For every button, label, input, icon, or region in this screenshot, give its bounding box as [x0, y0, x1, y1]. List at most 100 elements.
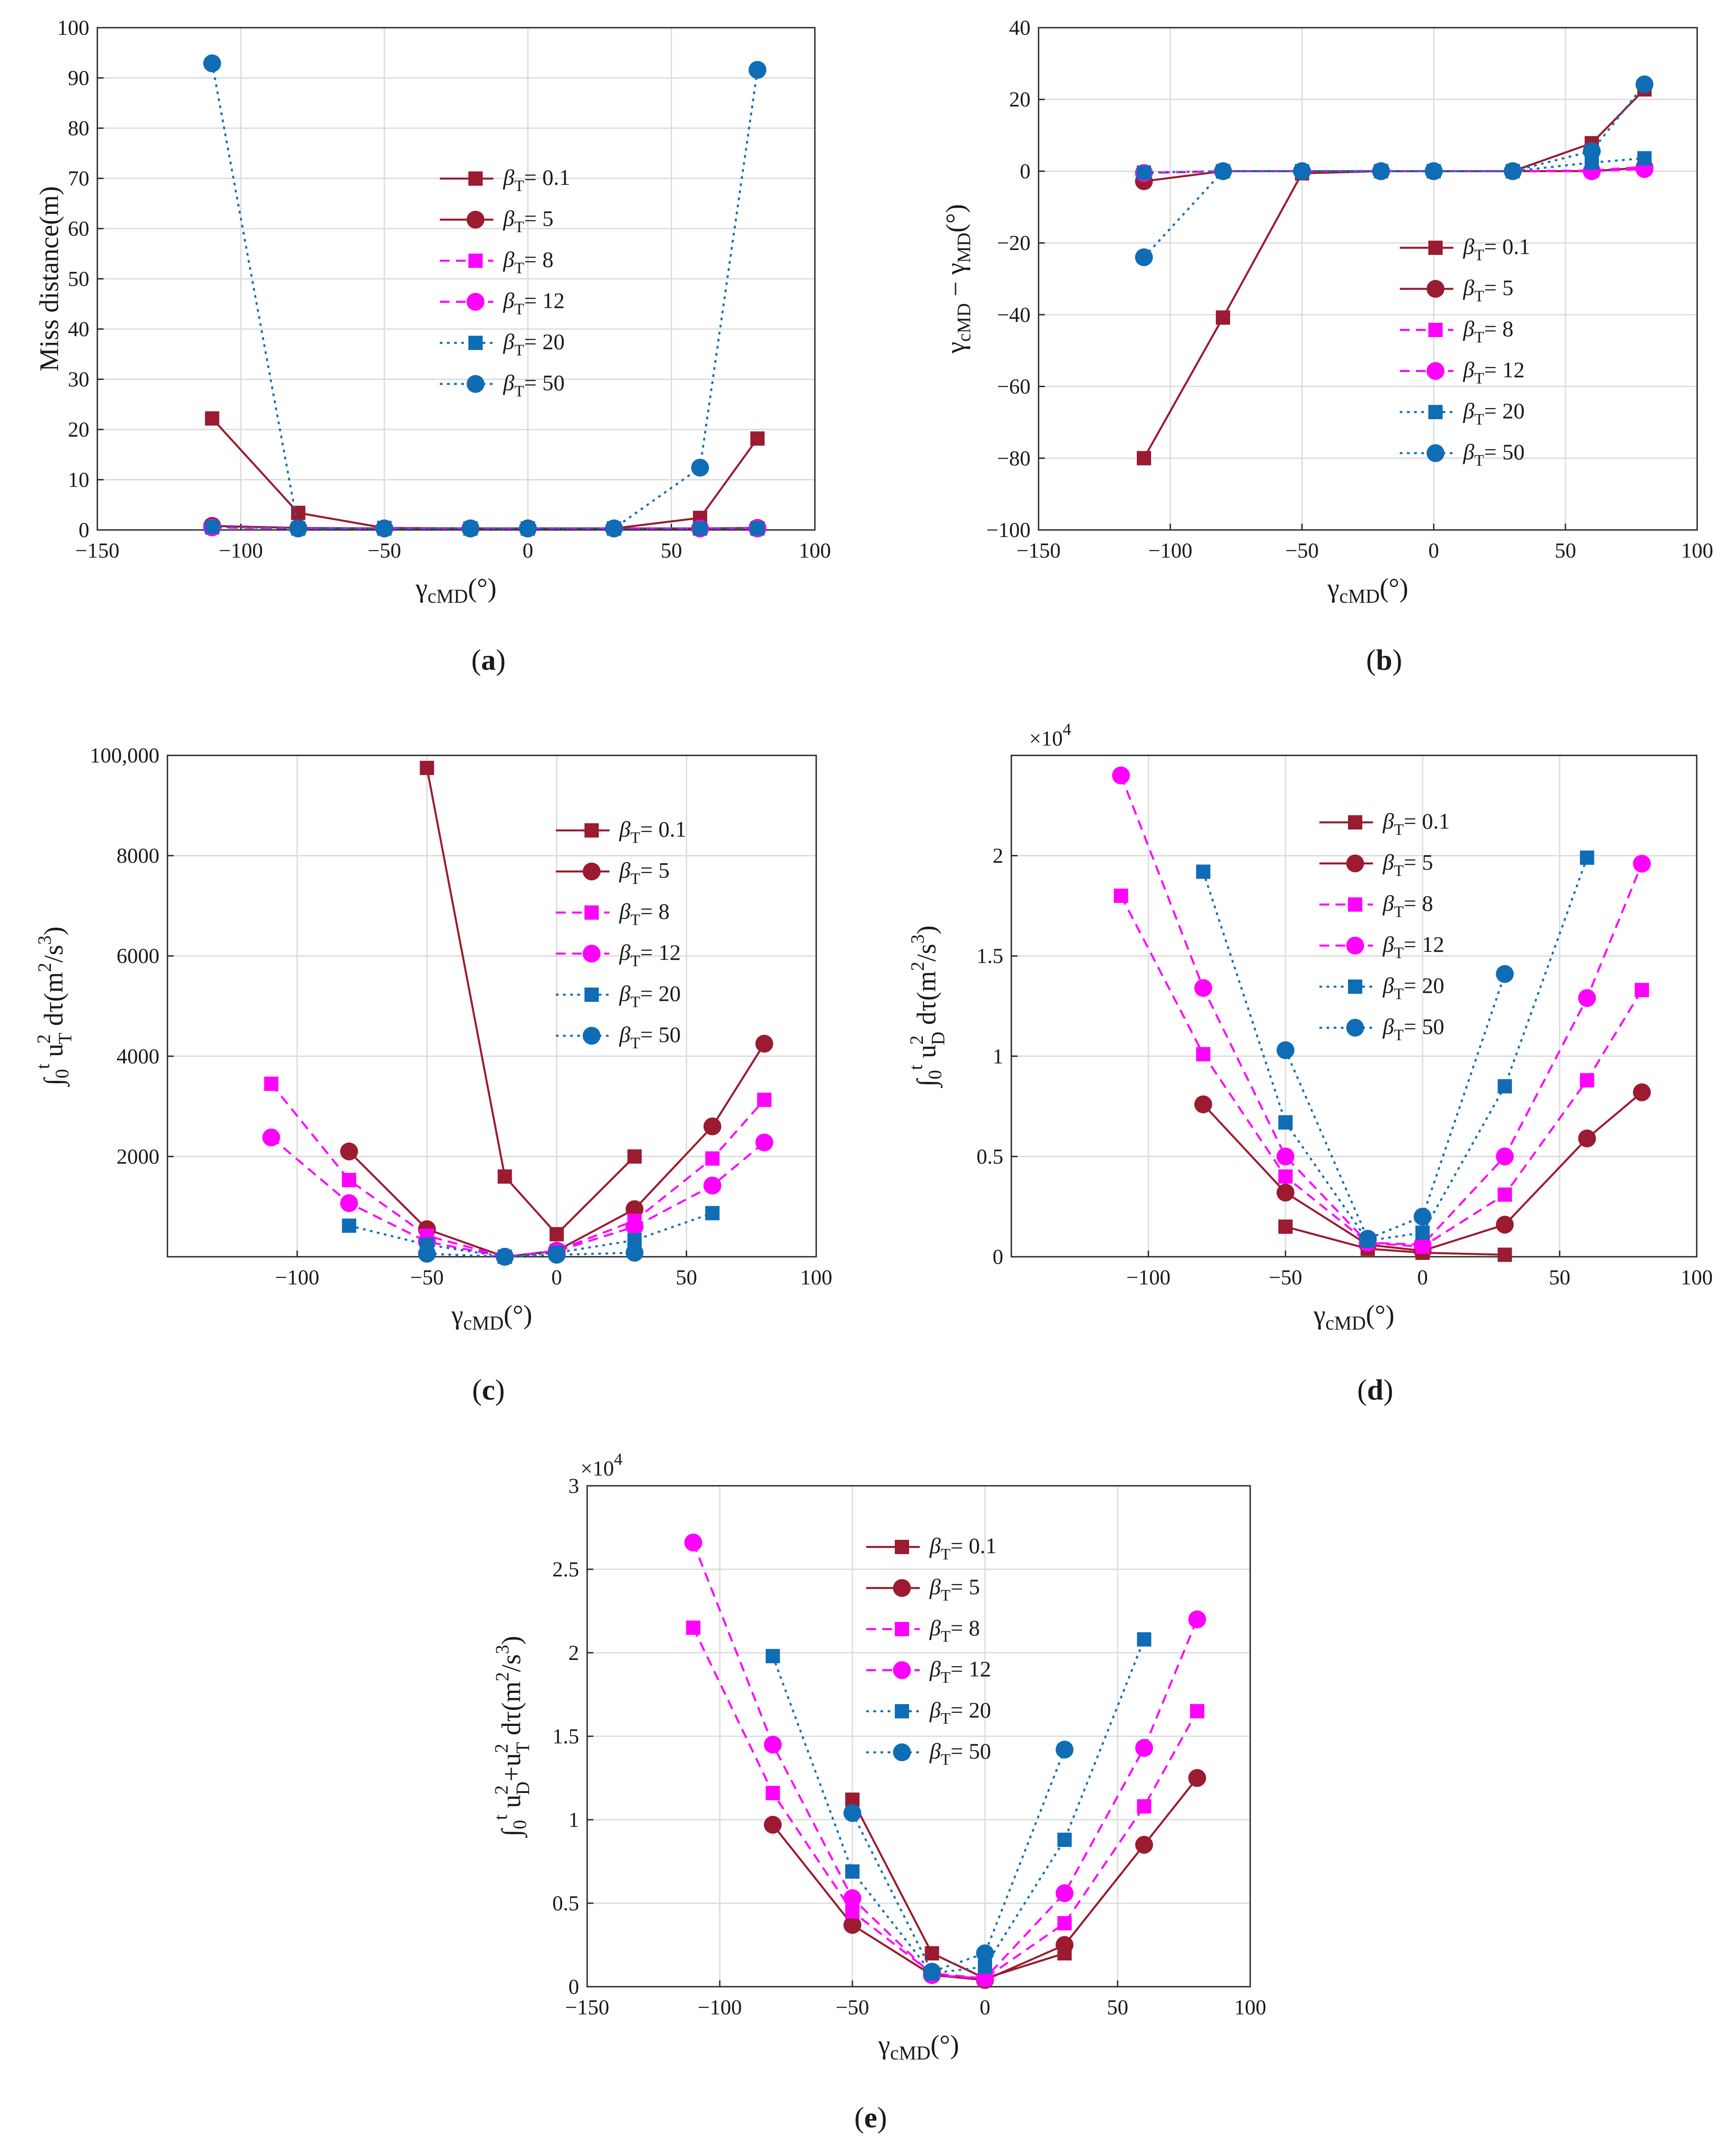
data-point	[627, 1149, 642, 1164]
data-point	[1580, 850, 1594, 865]
legend-label: βT= 5	[619, 858, 670, 888]
data-point	[1496, 965, 1514, 983]
y-axis-title: ∫0t u2T dτ(m2/s3)	[33, 926, 76, 1087]
data-point	[1137, 451, 1151, 466]
data-point	[375, 519, 393, 538]
data-point	[748, 61, 767, 79]
y-tick-label: 20	[1009, 88, 1031, 112]
x-tick-label: 50	[676, 1266, 697, 1289]
data-point	[691, 459, 709, 477]
y-axis-title: ∫0t u2D+u2T dτ(m2/s3)	[491, 1636, 534, 1838]
x-tick-label: 0	[980, 1996, 990, 2019]
data-point	[843, 1889, 861, 1907]
series-beta-50	[203, 54, 767, 538]
legend-label: βT= 50	[929, 1738, 991, 1768]
series-line	[1202, 857, 1588, 1242]
data-point	[1214, 162, 1232, 180]
y-tick-label: 2	[568, 1641, 579, 1665]
y-tick-label: 40	[68, 317, 89, 341]
legend-entry: βT= 8	[1319, 891, 1433, 921]
y-tick-label: 3	[568, 1474, 579, 1498]
legend-entry: βT= 5	[1319, 850, 1433, 880]
data-point	[1056, 1740, 1074, 1759]
data-point	[203, 54, 221, 72]
data-point	[1277, 1041, 1294, 1059]
data-point	[262, 1128, 280, 1146]
data-point	[1415, 1226, 1430, 1240]
y-tick-label: 0	[993, 1245, 1003, 1269]
data-point	[1496, 1216, 1514, 1234]
x-tick-label: −100	[1148, 539, 1192, 563]
legend-marker	[467, 375, 484, 393]
legend-marker	[1348, 897, 1362, 912]
data-point	[1359, 1230, 1377, 1248]
data-point	[626, 1244, 644, 1262]
x-axis-title: γcMD(°)	[451, 1300, 532, 1334]
legend-entry: βT= 12	[1319, 932, 1444, 962]
y-tick-label: 30	[68, 368, 89, 392]
legend-entry: βT= 0.1	[866, 1533, 997, 1563]
panel-label: (e)	[854, 2101, 887, 2134]
legend-entry: βT= 50	[1400, 439, 1525, 469]
data-point	[845, 1864, 860, 1879]
legend-label: βT= 20	[503, 329, 565, 359]
x-tick-label: −150	[75, 539, 119, 563]
legend-marker	[1427, 280, 1444, 298]
data-point	[703, 1117, 722, 1136]
legend-marker	[468, 336, 483, 350]
y-tick-label: 100	[57, 16, 89, 40]
legend-entry: βT= 20	[866, 1697, 991, 1727]
series-beta-0.1	[420, 761, 642, 1242]
legend-entry: βT= 50	[556, 1022, 681, 1052]
legend-entry: βT= 50	[440, 370, 565, 400]
legend: βT= 0.1 βT= 5 βT= 8 βT= 12 βT= 20 βT= 50	[1400, 234, 1530, 469]
legend-entry: βT= 0.1	[556, 817, 686, 846]
y-tick-label: 0	[79, 518, 89, 542]
data-point	[755, 1133, 773, 1151]
legend-entry: βT= 0.1	[440, 165, 570, 195]
x-tick-label: 50	[1555, 539, 1576, 563]
data-point	[420, 761, 434, 775]
data-point	[1190, 1704, 1205, 1718]
legend-entry: βT= 0.1	[1400, 234, 1530, 264]
gridlines	[587, 1486, 1250, 1987]
data-point	[461, 519, 480, 538]
chart-panel-c: −100 −50 0 50 100 2000 4000 6000 8000 100,000 βT= …	[33, 744, 832, 1406]
series-line	[271, 1137, 765, 1258]
legend-label: βT= 0.1	[1382, 809, 1450, 838]
x-tick-label: 100	[1681, 1266, 1713, 1289]
data-point	[1278, 1169, 1293, 1184]
x-tick-label: −150	[565, 1996, 609, 2019]
y-tick-label: 70	[68, 167, 89, 191]
legend-marker	[1427, 444, 1444, 462]
data-point	[1196, 864, 1210, 879]
y-tick-label: 0	[568, 1975, 579, 1999]
data-point	[1188, 1769, 1206, 1787]
legend-label: βT= 0.1	[929, 1533, 997, 1563]
data-point	[340, 1142, 358, 1161]
data-point	[757, 1092, 772, 1107]
legend-entry: βT= 8	[556, 899, 670, 929]
data-point	[205, 411, 220, 426]
data-point	[1633, 1083, 1651, 1101]
data-point	[1583, 142, 1601, 160]
legend-entry: βT= 20	[1400, 398, 1525, 428]
y-tick-label: 10	[68, 468, 89, 492]
legend-label: βT= 12	[619, 940, 681, 970]
y-tick-label: 4000	[117, 1045, 159, 1068]
x-tick-label: 100	[799, 539, 831, 563]
data-point	[1137, 165, 1151, 180]
legend-entry: βT= 50	[1319, 1014, 1444, 1044]
legend-entry: βT= 12	[1400, 357, 1525, 387]
legend-marker	[1348, 980, 1362, 994]
data-point	[1635, 983, 1649, 997]
legend-entry: βT= 5	[1400, 275, 1514, 305]
legend-entry: βT= 20	[556, 981, 681, 1011]
data-point	[264, 1076, 279, 1091]
legend-marker	[1427, 362, 1444, 380]
legend-label: βT= 50	[1382, 1014, 1444, 1044]
series-line	[211, 63, 759, 529]
x-tick-label: 100	[1234, 1996, 1266, 2019]
legend-marker	[893, 1579, 911, 1597]
data-point	[750, 521, 765, 536]
